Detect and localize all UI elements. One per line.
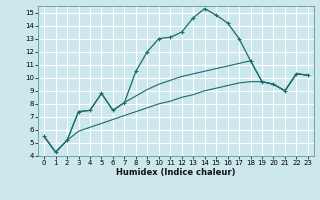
X-axis label: Humidex (Indice chaleur): Humidex (Indice chaleur): [116, 168, 236, 177]
